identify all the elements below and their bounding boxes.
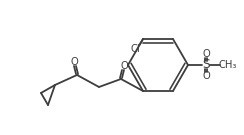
Text: O: O [120,61,128,71]
Text: CH₃: CH₃ [219,60,237,70]
Text: O: O [70,57,78,67]
Text: Cl: Cl [130,44,140,54]
Text: O: O [202,49,210,59]
Text: O: O [202,71,210,81]
Text: S: S [202,58,210,72]
